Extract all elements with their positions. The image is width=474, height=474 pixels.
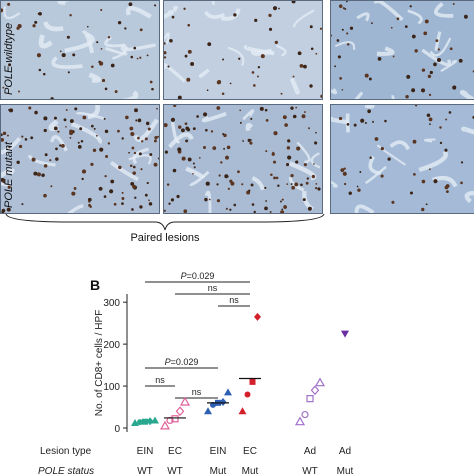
micrograph-mutant-ec bbox=[163, 104, 323, 214]
comparison-label: ns bbox=[208, 283, 218, 293]
micrograph-mutant-ad bbox=[330, 104, 474, 214]
y-tick-label: 300 bbox=[103, 298, 120, 309]
tissue-texture bbox=[1, 105, 159, 213]
lesion-type-label: EC bbox=[243, 446, 257, 457]
y-tick-label: 200 bbox=[103, 340, 120, 351]
y-tick-label: 0 bbox=[114, 424, 120, 435]
tissue-texture bbox=[331, 105, 474, 213]
tissue-texture bbox=[1, 1, 159, 99]
data-point bbox=[249, 378, 256, 385]
data-point bbox=[219, 398, 227, 406]
data-point bbox=[244, 391, 251, 398]
comparison-label: P=0.029 bbox=[165, 357, 199, 367]
row-label-wildtype: POLE wildtype bbox=[3, 22, 15, 95]
tissue-texture bbox=[164, 1, 322, 99]
data-point bbox=[131, 418, 139, 426]
paired-lesions-label: Paired lesions bbox=[130, 232, 200, 244]
panel-a-micrographs: POLE wildtype POLE mutant Paired lesions bbox=[0, 0, 474, 244]
data-point bbox=[204, 407, 212, 415]
data-point bbox=[137, 419, 143, 426]
y-axis-label: No. of CD8+ cells / HPF bbox=[94, 310, 105, 416]
data-point bbox=[306, 395, 314, 403]
pole-status-label: WT bbox=[137, 466, 153, 474]
row-label-mutant: POLE mutant bbox=[3, 141, 15, 208]
data-point bbox=[301, 410, 309, 419]
data-point bbox=[238, 407, 247, 415]
lesion-type-label: EIN bbox=[137, 446, 154, 457]
lesion-type-label: EC bbox=[168, 446, 182, 457]
lesion-type-label: Ad bbox=[339, 446, 351, 457]
data-point bbox=[159, 420, 171, 430]
comparison-label: P=0.029 bbox=[181, 271, 215, 281]
data-point bbox=[171, 415, 179, 423]
pole-status-label: Mut bbox=[337, 466, 354, 474]
y-tick-label: 100 bbox=[103, 382, 120, 393]
comparison-label: ns bbox=[192, 387, 202, 397]
data-point bbox=[294, 416, 306, 426]
pole-status-label: WT bbox=[302, 466, 318, 474]
data-point bbox=[254, 312, 261, 321]
lesion-type-label: Ad bbox=[304, 446, 316, 457]
panel-b-letter: B bbox=[90, 277, 101, 293]
micrograph-wildtype-ein bbox=[0, 0, 160, 100]
data-point bbox=[341, 330, 349, 338]
micrograph-wildtype-ad bbox=[330, 0, 474, 100]
row-header-lesion-type: Lesion type bbox=[40, 446, 92, 457]
data-point bbox=[142, 418, 148, 425]
pole-status-label: WT bbox=[167, 466, 183, 474]
data-point bbox=[175, 406, 185, 417]
data-point bbox=[224, 388, 232, 396]
tissue-texture bbox=[164, 105, 322, 213]
comparison-label: ns bbox=[155, 375, 165, 385]
pole-status-label: Mut bbox=[210, 466, 227, 474]
data-point bbox=[310, 385, 320, 396]
pole-status-label: Mut bbox=[242, 466, 259, 474]
micrograph-wildtype-ec bbox=[163, 0, 323, 100]
data-point bbox=[179, 396, 191, 406]
data-point bbox=[314, 377, 326, 387]
data-point bbox=[151, 416, 159, 424]
micrograph-mutant-ein bbox=[0, 104, 160, 214]
lesion-type-label: EIN bbox=[210, 446, 227, 457]
row-header-pole-status: POLE status bbox=[38, 466, 94, 474]
tissue-texture bbox=[331, 1, 474, 99]
paired-lesions-bracket bbox=[5, 213, 325, 231]
comparison-label: ns bbox=[229, 295, 239, 305]
